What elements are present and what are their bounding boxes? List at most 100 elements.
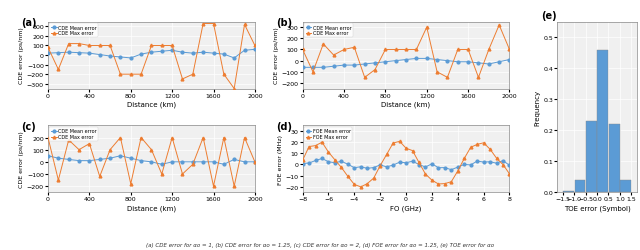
FOE Mean error <box>305 162 313 165</box>
FOE Mean error <box>435 166 442 170</box>
FOE Mean error <box>486 160 494 164</box>
FOE Max error <box>331 159 339 162</box>
CDE Mean error <box>127 157 134 160</box>
CDE Mean error <box>106 55 114 58</box>
Line: CDE Max error: CDE Max error <box>47 23 256 90</box>
FOE Max error <box>324 151 332 154</box>
CDE Max error <box>371 69 379 72</box>
CDE Mean error <box>444 60 451 63</box>
FOE Max error <box>454 170 461 173</box>
CDE Mean error <box>116 155 124 158</box>
FOE Max error <box>357 186 365 188</box>
CDE Max error <box>485 49 493 52</box>
X-axis label: Distance (km): Distance (km) <box>381 101 431 107</box>
CDE Mean error <box>220 54 228 56</box>
FOE Max error <box>370 177 378 180</box>
CDE Mean error <box>251 48 259 51</box>
FOE Mean error <box>493 162 500 165</box>
CDE Max error <box>96 175 104 178</box>
FOE Mean error <box>312 159 319 162</box>
CDE Max error <box>189 74 196 76</box>
CDE Max error <box>168 45 176 48</box>
CDE Max error <box>475 76 483 80</box>
CDE Mean error <box>116 56 124 59</box>
CDE Max error <box>106 148 114 152</box>
CDE Mean error <box>423 58 431 61</box>
CDE Mean error <box>210 52 218 56</box>
FOE Max error <box>467 146 474 149</box>
CDE Mean error <box>158 50 166 53</box>
CDE Mean error <box>106 157 114 160</box>
CDE Max error <box>495 24 503 27</box>
CDE Max error <box>199 136 207 140</box>
FOE Mean error <box>454 166 461 169</box>
FOE Max error <box>364 182 371 186</box>
CDE Mean error <box>54 52 62 55</box>
CDE Max error <box>116 136 124 140</box>
FOE Mean error <box>428 162 436 166</box>
FOE Mean error <box>318 157 326 160</box>
CDE Mean error <box>86 52 93 56</box>
FOE Max error <box>506 172 513 176</box>
FOE Max error <box>480 142 488 145</box>
CDE Max error <box>241 136 248 140</box>
CDE Mean error <box>127 57 134 60</box>
CDE Max error <box>75 43 83 46</box>
FOE Max error <box>376 164 384 168</box>
Line: CDE Mean error: CDE Mean error <box>301 58 511 70</box>
FOE Mean error <box>447 168 455 172</box>
CDE Mean error <box>148 52 156 54</box>
Text: (d): (d) <box>276 121 292 131</box>
CDE Mean error <box>179 52 186 54</box>
FOE Mean error <box>441 166 449 170</box>
FOE Max error <box>305 146 313 148</box>
CDE Mean error <box>96 54 104 57</box>
FOE Mean error <box>299 162 307 166</box>
FOE Max error <box>312 144 319 148</box>
CDE Max error <box>106 45 114 48</box>
CDE Max error <box>86 45 93 48</box>
CDE Mean error <box>475 62 483 65</box>
CDE Max error <box>210 23 218 26</box>
CDE Max error <box>158 173 166 176</box>
CDE Max error <box>392 49 399 52</box>
FOE Max error <box>396 140 403 143</box>
CDE Mean error <box>340 64 348 67</box>
CDE Max error <box>137 74 145 76</box>
CDE Max error <box>381 49 389 52</box>
FOE Max error <box>337 166 345 169</box>
Legend: CDE Mean error, CDE Max error: CDE Mean error, CDE Max error <box>49 127 99 141</box>
CDE Max error <box>361 76 369 80</box>
CDE Max error <box>44 136 52 140</box>
CDE Max error <box>54 68 62 71</box>
CDE Mean error <box>464 61 472 64</box>
CDE Mean error <box>189 52 196 56</box>
CDE Max error <box>96 45 104 48</box>
CDE Mean error <box>230 158 238 161</box>
FOE Mean error <box>383 166 390 169</box>
CDE Max error <box>199 23 207 26</box>
X-axis label: FO (GHz): FO (GHz) <box>390 204 422 211</box>
X-axis label: Distance (km): Distance (km) <box>127 101 176 107</box>
FOE Max error <box>486 148 494 151</box>
CDE Mean error <box>137 54 145 56</box>
CDE Max error <box>127 74 134 76</box>
CDE Mean error <box>309 66 317 70</box>
FOE Mean error <box>344 163 352 166</box>
CDE Max error <box>251 45 259 48</box>
CDE Max error <box>127 182 134 186</box>
CDE Mean error <box>495 61 503 64</box>
CDE Max error <box>299 49 307 52</box>
CDE Mean error <box>413 58 420 61</box>
CDE Mean error <box>454 61 461 64</box>
CDE Mean error <box>433 59 441 62</box>
CDE Mean error <box>44 155 52 158</box>
CDE Max error <box>351 46 358 50</box>
CDE Max error <box>444 76 451 80</box>
CDE Max error <box>319 43 327 46</box>
CDE Mean error <box>168 50 176 52</box>
FOE Max error <box>422 173 429 176</box>
X-axis label: TOE error (Symbol): TOE error (Symbol) <box>564 204 630 211</box>
Text: (e): (e) <box>541 10 557 20</box>
CDE Max error <box>402 49 410 52</box>
